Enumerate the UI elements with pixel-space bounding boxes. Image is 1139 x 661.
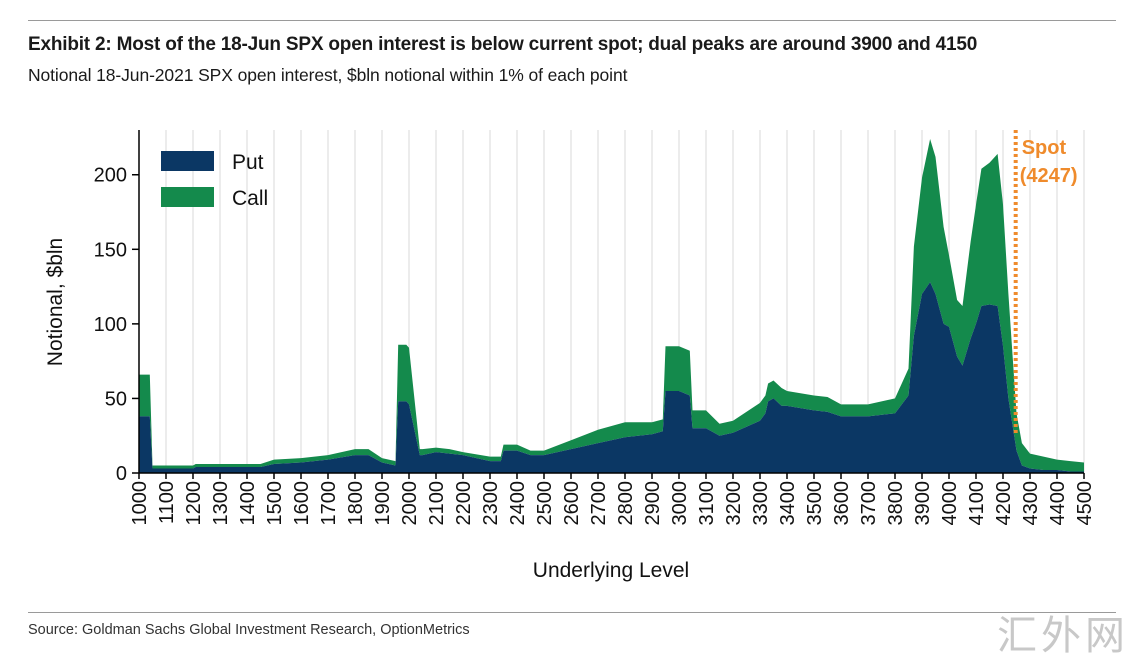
x-tick-label-1000: 1000 <box>129 481 151 526</box>
y-tick-label-200: 200 <box>94 165 127 187</box>
spot-label: Spot <box>1022 137 1067 159</box>
stacked-area-chart: 0 50 100 150 200 1000 1100 1200 1300 1400 1500 160… <box>44 130 1096 582</box>
x-tick-label-3800: 3800 <box>885 481 907 526</box>
x-tick-labels: 1000 1100 1200 1300 1400 1500 1600 1700 1800 1900… <box>129 473 1096 526</box>
legend-swatch-put <box>161 151 214 171</box>
y-tick-label-50: 50 <box>105 388 127 410</box>
area-series <box>139 138 1084 473</box>
x-tick-label-3700: 3700 <box>858 481 880 526</box>
x-tick-label-2800: 2800 <box>615 481 637 526</box>
series-call-area <box>139 138 1084 472</box>
x-tick-label-4200: 4200 <box>993 481 1015 526</box>
x-tick-label-2400: 2400 <box>507 481 529 526</box>
legend-swatch-call <box>161 187 214 207</box>
x-tick-label-4400: 4400 <box>1047 481 1069 526</box>
watermark: 汇外网 <box>997 613 1129 659</box>
x-tick-label-3900: 3900 <box>912 481 934 526</box>
exhibit-subtitle: Notional 18-Jun-2021 SPX open interest, … <box>28 65 628 85</box>
exhibit-title: Exhibit 2: Most of the 18-Jun SPX open i… <box>28 34 978 55</box>
source-note: Source: Goldman Sachs Global Investment … <box>28 622 470 638</box>
x-tick-label-3000: 3000 <box>669 481 691 526</box>
x-tick-label-3300: 3300 <box>750 481 772 526</box>
x-tick-label-3200: 3200 <box>723 481 745 526</box>
x-tick-label-2900: 2900 <box>642 481 664 526</box>
x-tick-label-2200: 2200 <box>453 481 475 526</box>
x-tick-label-2600: 2600 <box>561 481 583 526</box>
x-tick-label-1800: 1800 <box>345 481 367 526</box>
y-tick-label-150: 150 <box>94 239 127 261</box>
series-put-area <box>139 282 1084 473</box>
x-tick-label-1500: 1500 <box>264 481 286 526</box>
y-tick-label-100: 100 <box>94 314 127 336</box>
x-tick-label-4500: 4500 <box>1074 481 1096 526</box>
axes <box>138 130 1084 474</box>
top-rule <box>28 20 1116 21</box>
x-tick-label-3100: 3100 <box>696 481 718 526</box>
y-tick-label-0: 0 <box>116 463 127 485</box>
x-tick-label-4000: 4000 <box>939 481 961 526</box>
bottom-rule <box>28 612 1116 613</box>
x-tick-label-1700: 1700 <box>318 481 340 526</box>
legend-label-put: Put <box>232 151 264 174</box>
x-tick-label-2700: 2700 <box>588 481 610 526</box>
x-tick-label-1100: 1100 <box>156 481 178 524</box>
x-tick-label-1900: 1900 <box>372 481 394 526</box>
x-tick-label-4100: 4100 <box>966 481 988 526</box>
x-tick-label-2100: 2100 <box>426 481 448 526</box>
x-tick-label-2500: 2500 <box>534 481 556 526</box>
x-tick-label-1600: 1600 <box>291 481 313 526</box>
x-tick-label-1400: 1400 <box>237 481 259 526</box>
y-axis-label: Notional, $bln <box>44 238 67 366</box>
spot-value-label: (4247) <box>1020 165 1078 187</box>
x-tick-label-1300: 1300 <box>210 481 232 526</box>
x-axis-label: Underlying Level <box>533 559 689 582</box>
x-tick-label-4300: 4300 <box>1020 481 1042 526</box>
x-tick-label-3500: 3500 <box>804 481 826 526</box>
x-tick-label-1200: 1200 <box>183 481 205 526</box>
y-tick-labels: 0 50 100 150 200 <box>94 165 139 485</box>
legend-label-call: Call <box>232 187 268 210</box>
x-tick-label-2300: 2300 <box>480 481 502 526</box>
x-tick-label-3400: 3400 <box>777 481 799 526</box>
x-tick-label-3600: 3600 <box>831 481 853 526</box>
x-tick-label-2000: 2000 <box>399 481 421 526</box>
legend: Put Call <box>161 151 268 210</box>
spot-marker: Spot (4247) <box>1013 130 1078 434</box>
